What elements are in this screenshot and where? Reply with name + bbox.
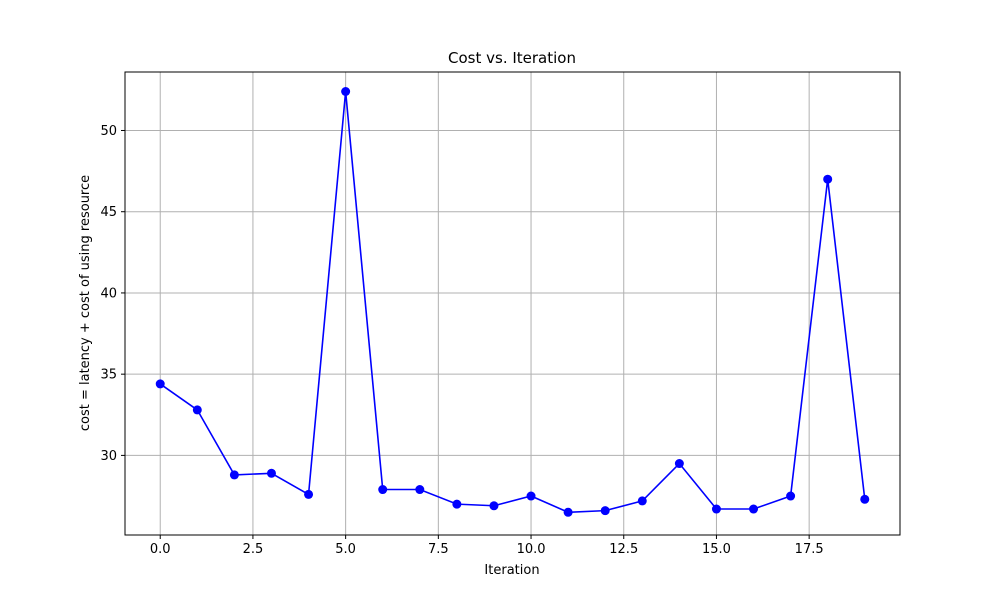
x-tick-label: 15.0: [702, 542, 731, 557]
data-point: [637, 496, 647, 506]
y-axis-label: cost = latency + cost of using resource: [78, 175, 93, 431]
data-point: [378, 485, 388, 495]
x-tick-label: 5.0: [335, 542, 356, 557]
data-point: [674, 459, 684, 469]
y-tick-label: 45: [100, 205, 117, 220]
y-tick-label: 50: [100, 124, 117, 139]
data-point: [452, 499, 462, 509]
y-tick-label: 30: [100, 449, 117, 464]
chart-title: Cost vs. Iteration: [448, 49, 576, 67]
data-point: [823, 174, 833, 184]
grid-lines: [125, 72, 900, 535]
plot-frame: [124, 71, 901, 536]
x-tick-label: 0.0: [150, 542, 171, 557]
x-tick-label: 2.5: [243, 542, 264, 557]
y-axis: 30 35 40 45 50: [100, 124, 125, 464]
data-point: [415, 485, 425, 495]
data-point: [563, 507, 573, 517]
data-point: [155, 379, 165, 389]
data-point: [489, 501, 499, 511]
data-point: [229, 470, 239, 480]
x-tick-label: 17.5: [795, 542, 824, 557]
data-point: [860, 494, 870, 504]
data-point: [526, 491, 536, 501]
data-point: [304, 489, 314, 499]
x-tick-label: 10.0: [517, 542, 546, 557]
data-point: [711, 504, 721, 514]
x-tick-label: 12.5: [609, 542, 638, 557]
data-point: [600, 506, 610, 516]
data-point: [786, 491, 796, 501]
data-point: [266, 468, 276, 478]
x-tick-label: 7.5: [428, 542, 449, 557]
data-point: [192, 405, 202, 415]
data-point: [341, 86, 351, 96]
x-axis-label: Iteration: [484, 563, 539, 578]
series-layer: [155, 86, 870, 517]
x-axis: 0.0 2.5 5.0 7.5 10.0 12.5 15.0 17.5: [150, 535, 824, 557]
y-tick-label: 35: [100, 368, 117, 383]
series-line: [159, 91, 866, 514]
y-tick-label: 40: [100, 286, 117, 301]
data-point: [749, 504, 759, 514]
